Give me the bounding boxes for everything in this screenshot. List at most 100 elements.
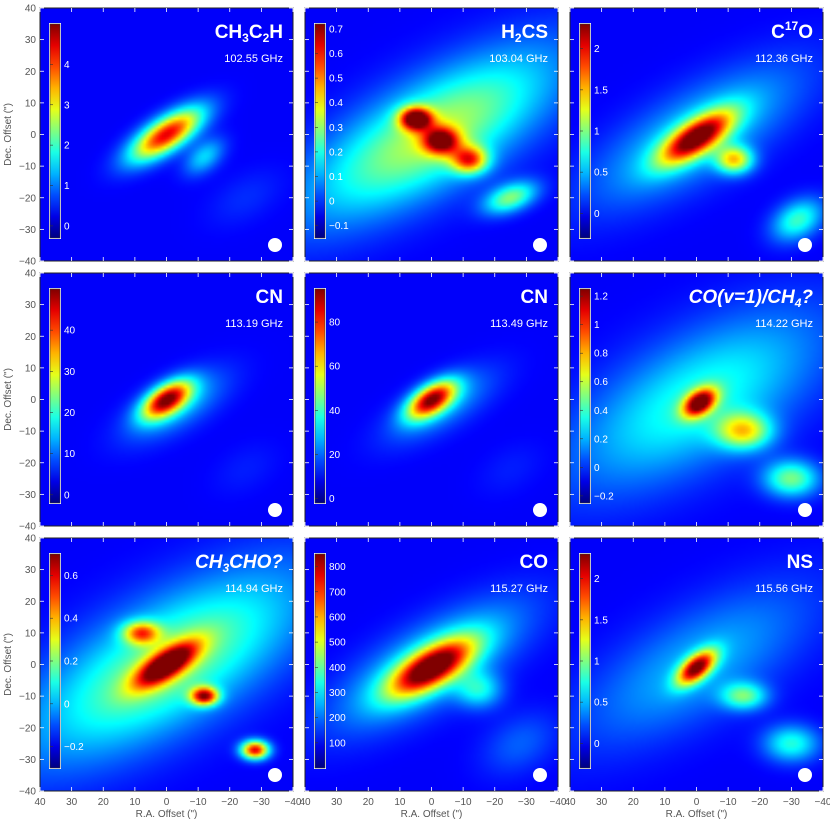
- y-tick-label: −40: [19, 522, 36, 533]
- colorbar-tick-label: 40: [64, 326, 76, 337]
- colorbar-tick-label: 0: [64, 699, 70, 710]
- beam-marker: [798, 768, 812, 782]
- colorbar: [314, 553, 326, 769]
- colorbar: [49, 23, 61, 239]
- colorbar-tick-label: 0.6: [594, 377, 608, 388]
- colorbar-tick-label: 1.5: [594, 615, 608, 626]
- colorbar: [579, 288, 591, 504]
- colorbar-tick-label: 0.4: [594, 406, 608, 417]
- y-tick-label: 30: [25, 35, 37, 46]
- x-tick-label: −20: [221, 797, 238, 808]
- x-tick-label: 0: [429, 797, 435, 808]
- colorbar-tick-label: 2: [64, 141, 70, 152]
- panel-7: 40 30 20 10 0 −10 −20 −30 −40 Dec. Offset (") 40 30…: [3, 534, 302, 821]
- colorbar-tick-label: 2: [594, 44, 600, 55]
- colorbar-tick-label: 100: [329, 738, 346, 749]
- colorbar-tick-label: 0.4: [329, 98, 343, 109]
- colorbar-tick-label: 4: [64, 60, 70, 71]
- molecule-label: CN: [256, 287, 283, 308]
- x-tick-label: −40: [550, 797, 567, 808]
- x-axis-label: R.A. Offset ("): [401, 809, 463, 820]
- frequency-label: 115.27 GHz: [490, 583, 548, 595]
- y-tick-label: −10: [19, 692, 36, 703]
- x-tick-label: 40: [299, 797, 311, 808]
- x-tick-label: 30: [596, 797, 608, 808]
- panel-9: 40 30 20 10 0 −10 −20 −30 −40R.A. Offset (")00.5…: [564, 537, 830, 820]
- x-tick-label: −30: [253, 797, 270, 808]
- intensity-map: [40, 8, 293, 261]
- y-tick-label: 20: [25, 332, 37, 343]
- y-tick-label: −20: [19, 723, 36, 734]
- molecule-label: CO(v=1)/CH4?: [689, 287, 814, 310]
- beam-marker: [798, 238, 812, 252]
- beam-marker: [533, 503, 547, 517]
- x-tick-label: −30: [518, 797, 535, 808]
- y-tick-label: −20: [19, 458, 36, 469]
- colorbar-tick-label: 1: [64, 181, 70, 192]
- colorbar-tick-label: 0: [64, 490, 70, 501]
- x-tick-label: 10: [129, 797, 141, 808]
- y-tick-label: 0: [30, 660, 36, 671]
- y-tick-label: 30: [25, 565, 37, 576]
- colorbar-tick-label: 0: [64, 221, 70, 232]
- colorbar-tick-label: 0.2: [594, 434, 608, 445]
- colorbar-tick-label: 0.2: [64, 657, 78, 668]
- x-tick-label: −10: [720, 797, 737, 808]
- colorbar-tick-label: 0.2: [329, 147, 343, 158]
- colorbar-tick-label: 0.3: [329, 123, 343, 134]
- x-tick-label: −10: [455, 797, 472, 808]
- molecule-label: CN: [521, 287, 548, 308]
- y-tick-label: 20: [25, 597, 37, 608]
- colorbar-tick-label: 0.5: [594, 168, 608, 179]
- colorbar-tick-label: 0: [329, 494, 335, 505]
- x-tick-label: −10: [190, 797, 207, 808]
- beam-marker: [268, 768, 282, 782]
- x-tick-label: −40: [815, 797, 830, 808]
- colorbar-tick-label: 200: [329, 713, 346, 724]
- molecule-label: CH3C2H: [215, 22, 283, 45]
- frequency-label: 113.49 GHz: [490, 318, 548, 330]
- colorbar-tick-label: 1.5: [594, 85, 608, 96]
- x-tick-label: 10: [394, 797, 406, 808]
- colorbar: [314, 288, 326, 504]
- colorbar: [314, 23, 326, 239]
- x-axis-label: R.A. Offset ("): [666, 809, 728, 820]
- x-tick-label: 0: [164, 797, 170, 808]
- colorbar-tick-label: 400: [329, 663, 346, 674]
- colorbar-tick-label: 0.4: [64, 614, 78, 625]
- y-tick-label: 10: [25, 363, 37, 374]
- intensity-map: [40, 538, 293, 791]
- y-tick-label: 40: [25, 4, 37, 15]
- y-tick-label: −30: [19, 490, 36, 501]
- x-tick-label: −20: [486, 797, 503, 808]
- molecule-label: NS: [787, 552, 813, 573]
- colorbar-tick-label: 0.7: [329, 24, 343, 35]
- y-tick-label: −20: [19, 193, 36, 204]
- frequency-label: 114.94 GHz: [225, 583, 283, 595]
- colorbar-tick-label: 1: [594, 320, 600, 331]
- colorbar-tick-label: 0: [594, 209, 600, 220]
- colorbar-tick-label: 1: [594, 127, 600, 138]
- y-tick-label: −40: [19, 257, 36, 268]
- frequency-label: 113.19 GHz: [225, 318, 283, 330]
- y-tick-label: 10: [25, 628, 37, 639]
- colorbar-tick-label: 700: [329, 587, 346, 598]
- colorbar: [49, 288, 61, 504]
- x-tick-label: 0: [694, 797, 700, 808]
- panel-1: 40 30 20 10 0 −10 −20 −30 −40 Dec. Offset (") 0 1 2 3…: [3, 4, 294, 268]
- colorbar-tick-label: 1: [594, 657, 600, 668]
- colorbar-tick-label: 0.6: [329, 49, 343, 60]
- colorbar-tick-label: 0: [594, 463, 600, 474]
- intensity-map: [570, 8, 823, 261]
- colorbar-tick-label: 2: [594, 574, 600, 585]
- colorbar-tick-label: 0.8: [594, 349, 608, 360]
- colorbar-tick-label: 20: [329, 450, 341, 461]
- y-tick-label: −10: [19, 162, 36, 173]
- colorbar-tick-label: 80: [329, 318, 341, 329]
- panel-3: 0 0.5 1 1.5 2 C17O 112.36 GHz: [569, 7, 824, 262]
- frequency-label: 102.55 GHz: [224, 53, 283, 65]
- y-tick-label: −30: [19, 225, 36, 236]
- x-tick-label: 30: [66, 797, 78, 808]
- colorbar-tick-label: 3: [64, 100, 70, 111]
